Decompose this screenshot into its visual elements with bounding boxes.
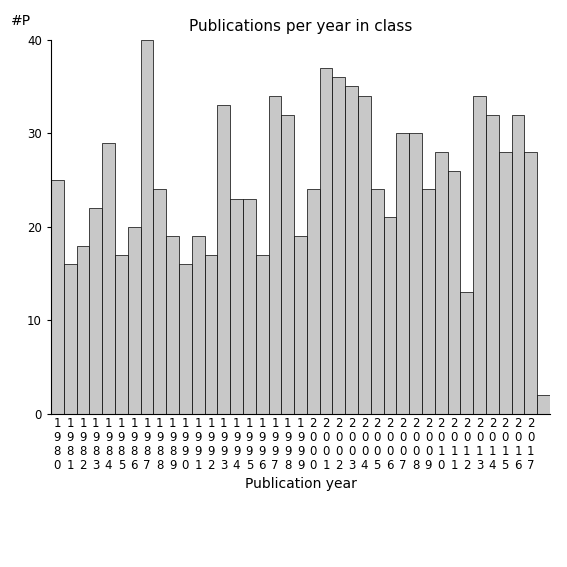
Y-axis label: #P: #P bbox=[11, 15, 31, 28]
Bar bbox=[90, 208, 102, 414]
Bar bbox=[51, 180, 64, 414]
Bar bbox=[307, 189, 320, 414]
Bar bbox=[205, 255, 217, 414]
Bar bbox=[243, 198, 256, 414]
Bar bbox=[447, 171, 460, 414]
Bar bbox=[422, 189, 435, 414]
Bar bbox=[384, 217, 396, 414]
Bar bbox=[230, 198, 243, 414]
Bar bbox=[345, 86, 358, 414]
Bar bbox=[320, 67, 332, 414]
Bar bbox=[128, 227, 141, 414]
Bar bbox=[435, 152, 447, 414]
Bar bbox=[269, 96, 281, 414]
X-axis label: Publication year: Publication year bbox=[244, 477, 357, 491]
Bar bbox=[460, 293, 473, 414]
Bar bbox=[473, 96, 486, 414]
Bar bbox=[256, 255, 269, 414]
Title: Publications per year in class: Publications per year in class bbox=[189, 19, 412, 35]
Bar bbox=[396, 133, 409, 414]
Bar bbox=[371, 189, 384, 414]
Bar bbox=[524, 152, 537, 414]
Bar bbox=[294, 236, 307, 414]
Bar bbox=[281, 115, 294, 414]
Bar bbox=[486, 115, 499, 414]
Bar bbox=[409, 133, 422, 414]
Bar bbox=[64, 264, 77, 414]
Bar bbox=[115, 255, 128, 414]
Bar bbox=[499, 152, 511, 414]
Bar bbox=[192, 236, 205, 414]
Bar bbox=[179, 264, 192, 414]
Bar bbox=[332, 77, 345, 414]
Bar bbox=[166, 236, 179, 414]
Bar bbox=[141, 40, 154, 414]
Bar bbox=[537, 395, 550, 414]
Bar bbox=[358, 96, 371, 414]
Bar bbox=[77, 246, 90, 414]
Bar bbox=[102, 143, 115, 414]
Bar bbox=[511, 115, 524, 414]
Bar bbox=[217, 105, 230, 414]
Bar bbox=[154, 189, 166, 414]
